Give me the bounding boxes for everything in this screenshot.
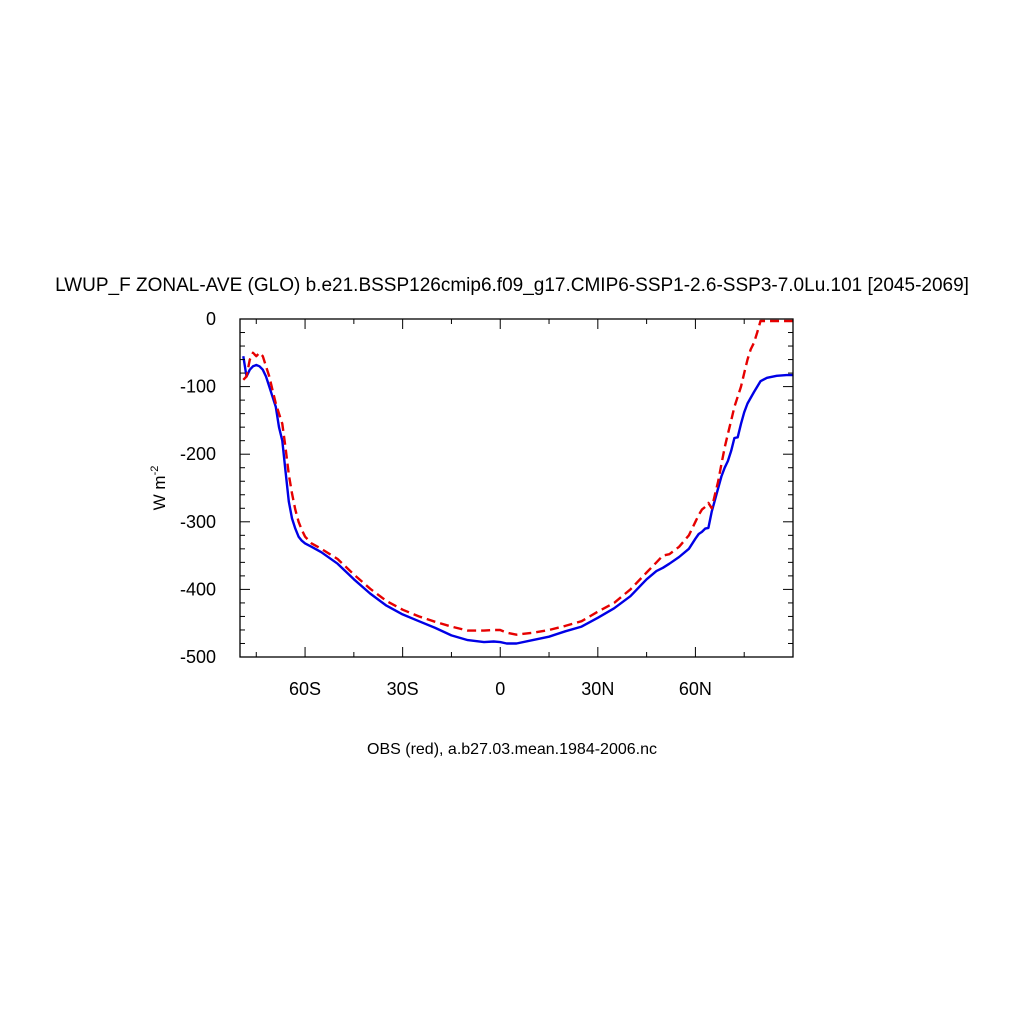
series-line-1 xyxy=(242,356,793,645)
chart-footnote: OBS (red), a.b27.03.mean.1984-2006.nc xyxy=(367,741,657,758)
y-tick-label: -300 xyxy=(180,512,216,532)
y-axis-label-main: W m xyxy=(150,475,169,510)
chart-title: LWUP_F ZONAL-AVE (GLO) b.e21.BSSP126cmip… xyxy=(55,275,969,296)
y-axis-label-superscript: -2 xyxy=(149,466,161,476)
y-tick-label: -100 xyxy=(180,377,216,397)
x-tick-label: 60N xyxy=(679,679,712,699)
x-tick-label: 60S xyxy=(289,679,321,699)
y-tick-label: -200 xyxy=(180,444,216,464)
series-line-2 xyxy=(242,319,793,636)
y-tick-label: 0 xyxy=(206,309,216,329)
y-axis-label: W m-2 xyxy=(149,466,169,511)
y-tick-label: -400 xyxy=(180,579,216,599)
x-tick-label: 0 xyxy=(495,679,505,699)
ticks-group: 0 -100 -200 -300 -400 -500 60S 30S 0 30N 60N xyxy=(180,309,794,699)
plot-area: 0 -100 -200 -300 -400 -500 60S 30S 0 30N 60N xyxy=(180,309,794,699)
x-tick-label: 30S xyxy=(387,679,419,699)
series-group xyxy=(242,319,793,645)
x-tick-label: 30N xyxy=(581,679,614,699)
y-tick-label: -500 xyxy=(180,647,216,667)
plot-frame xyxy=(239,318,794,658)
